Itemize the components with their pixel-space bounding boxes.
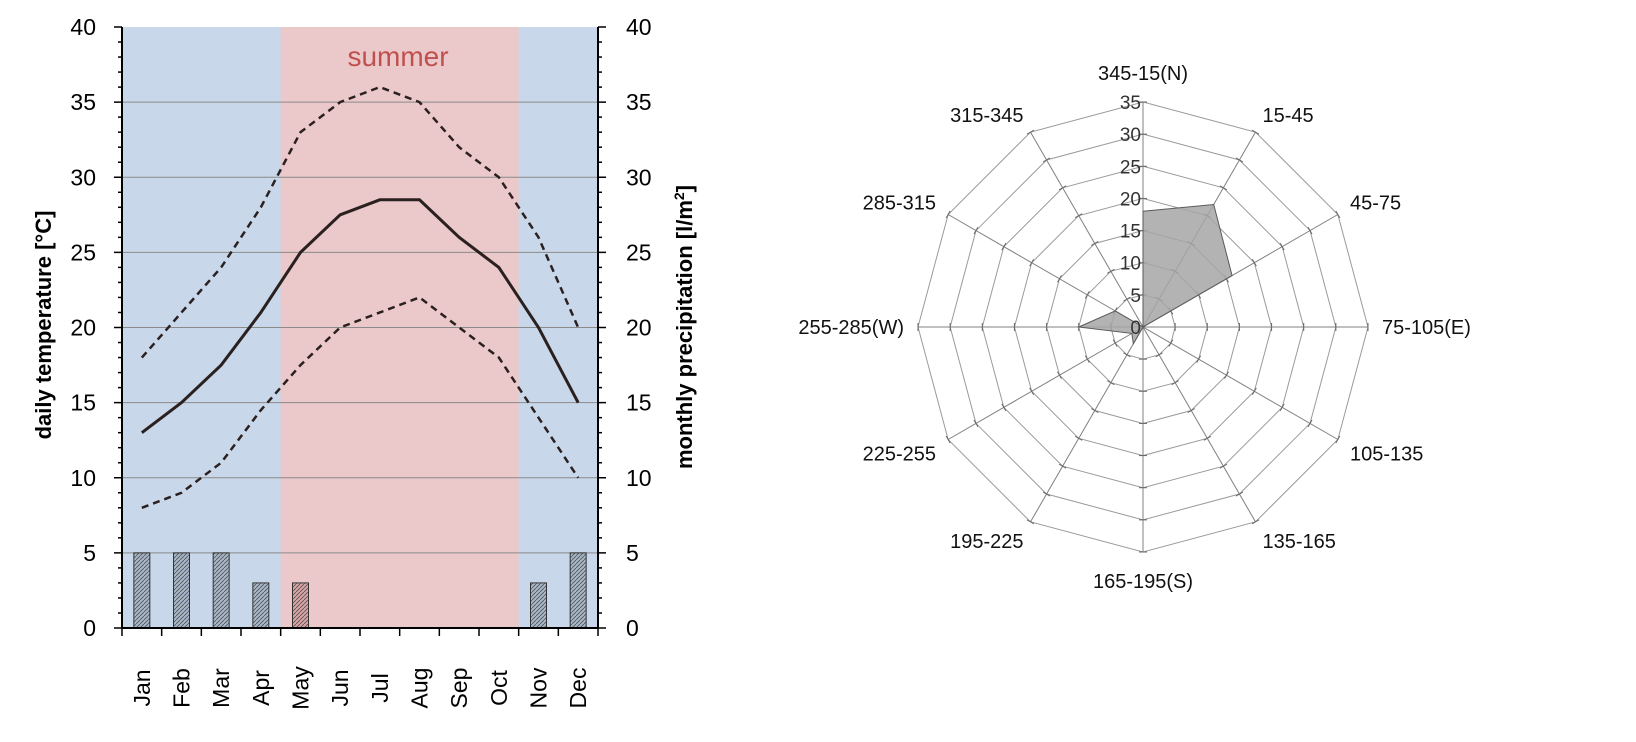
direction-label: 75-105(E) xyxy=(1382,317,1471,339)
y-tick-label-left: 0 xyxy=(83,615,96,641)
precip-bar xyxy=(569,552,587,629)
x-tick-label: Apr xyxy=(248,670,274,706)
radar-ring xyxy=(1013,197,1273,457)
y-tick-label-right: 20 xyxy=(626,315,652,341)
y-tick-label-left: 20 xyxy=(70,315,96,341)
radar-spoke xyxy=(1142,131,1256,328)
y-tick-label-right: 0 xyxy=(626,615,639,641)
y-tick-label-left: 30 xyxy=(70,164,96,190)
y-tick-label-right: 40 xyxy=(626,14,652,40)
radar-ring-label: 25 xyxy=(1120,157,1141,178)
direction-label: 105-135 xyxy=(1350,444,1423,466)
radar-ring-label: 5 xyxy=(1130,286,1141,307)
radar-spoke xyxy=(1142,326,1256,523)
x-tick-label: Nov xyxy=(526,667,552,708)
y-axis-right-label-end: ] xyxy=(672,185,697,192)
x-tick-label: Feb xyxy=(169,668,195,708)
direction-label: 165-195(S) xyxy=(1093,571,1193,593)
y-axis-right-label-base: monthly precipitation [l/m xyxy=(672,200,697,469)
direction-label: 15-45 xyxy=(1263,105,1314,127)
direction-label: 195-225 xyxy=(950,531,1023,553)
x-tick-label: Mar xyxy=(208,668,234,708)
min-temperature-line xyxy=(141,296,580,509)
x-tick-label: Sep xyxy=(446,668,472,709)
direction-label: 315-345 xyxy=(950,105,1023,127)
radar-ring xyxy=(1078,262,1208,392)
x-tick-label: Jun xyxy=(327,669,353,706)
direction-label: 255-285(W) xyxy=(798,317,904,339)
direction-label: 45-75 xyxy=(1350,193,1401,215)
y-axis-right-label-sup: 2 xyxy=(671,192,687,200)
y-tick-label-right: 15 xyxy=(626,390,652,416)
precip-bar xyxy=(212,552,230,629)
y-tick-label-right: 35 xyxy=(626,89,652,115)
radar-spoke xyxy=(1142,326,1339,440)
precip-bar xyxy=(530,582,547,629)
y-axis-left-label: daily temperature [°C] xyxy=(31,211,56,440)
x-tick-label: May xyxy=(288,666,314,710)
y-tick-label-left: 15 xyxy=(70,390,96,416)
mean-temperature-line xyxy=(140,198,580,434)
y-tick-label-right: 10 xyxy=(626,465,652,491)
radar-spoke xyxy=(1030,131,1144,328)
radar-ring xyxy=(949,133,1337,521)
y-tick-label-left: 25 xyxy=(70,239,96,265)
x-tick-label: Dec xyxy=(565,668,591,709)
y-tick-label-right: 5 xyxy=(626,540,639,566)
radar-ring xyxy=(917,101,1369,553)
y-axis-right-label: monthly precipitation [l/m2] xyxy=(671,185,697,469)
y-tick-label-right: 30 xyxy=(626,164,652,190)
y-tick-label-left: 5 xyxy=(83,540,96,566)
radar-ring xyxy=(1110,294,1176,360)
radar-spoke xyxy=(947,214,1144,328)
max-temperature-line xyxy=(140,85,580,359)
climate-chart: 0 0 5 5 10 10 15 15 20 20 25 25 30 30 35 35 40 40 Jan Feb Ma… xyxy=(31,14,697,710)
x-tick-label: Oct xyxy=(486,670,512,706)
precip-bar xyxy=(173,552,190,629)
y-tick-label-left: 40 xyxy=(70,14,96,40)
radar-ring-label: 10 xyxy=(1120,254,1141,275)
radar-ring-label: 35 xyxy=(1120,93,1141,114)
y-tick-label-left: 35 xyxy=(70,89,96,115)
x-tick-label: Jul xyxy=(367,673,393,702)
radar-spoke xyxy=(1030,326,1144,523)
radar-ring-label: 15 xyxy=(1120,222,1141,243)
radar-spoke xyxy=(947,326,1144,440)
radar-ring xyxy=(1046,230,1240,424)
precip-bar xyxy=(292,582,309,629)
x-tick-label: Aug xyxy=(407,668,433,709)
radar-ring-label: 20 xyxy=(1120,189,1141,210)
y-tick-label-left: 10 xyxy=(70,465,96,491)
direction-label: 225-255 xyxy=(863,444,936,466)
precip-bar xyxy=(133,552,151,629)
x-tick-label: Jan xyxy=(129,669,155,706)
radar-ring xyxy=(981,165,1305,489)
radar-ring-label: 30 xyxy=(1120,125,1141,146)
direction-label: 345-15(N) xyxy=(1098,63,1188,85)
radar-spoke xyxy=(1142,214,1339,328)
precip-bar xyxy=(252,582,270,629)
direction-label: 285-315 xyxy=(863,193,936,215)
y-tick-label-right: 25 xyxy=(626,239,652,265)
wind-data-area xyxy=(1076,203,1233,346)
radar-ring-label: 0 xyxy=(1130,318,1141,339)
summer-label: summer xyxy=(347,41,448,72)
direction-label: 135-165 xyxy=(1263,531,1336,553)
